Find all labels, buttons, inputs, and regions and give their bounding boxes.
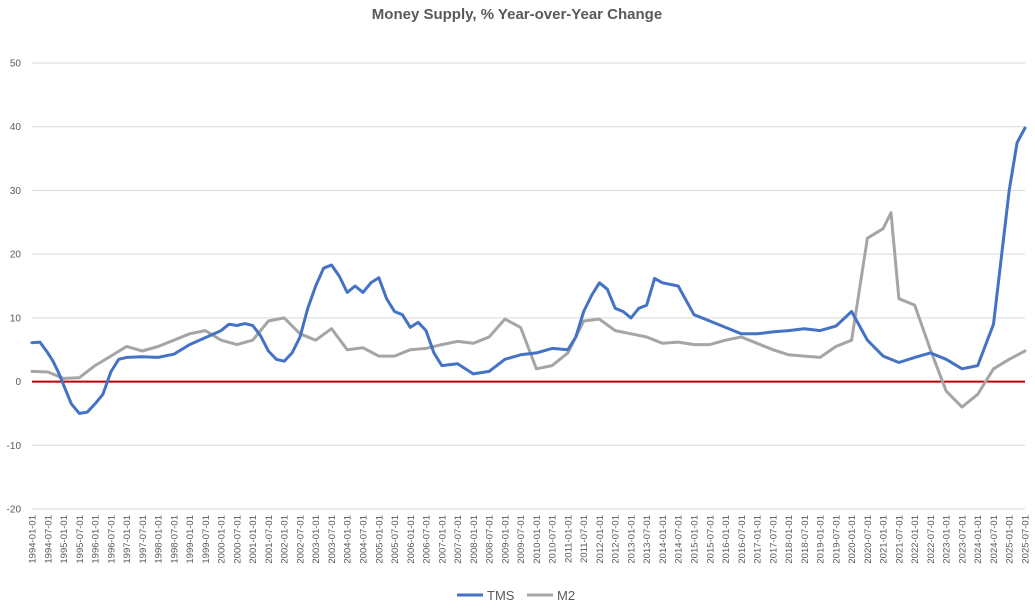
x-tick-label: 1998-01-01 <box>154 515 165 564</box>
x-tick-label: 2010-07-01 <box>548 515 559 564</box>
y-tick-label: -10 <box>7 441 22 452</box>
x-tick-label: 2006-07-01 <box>422 515 433 564</box>
x-tick-label: 1997-07-01 <box>138 515 149 564</box>
chart-title: Money Supply, % Year-over-Year Change <box>372 6 662 23</box>
x-tick-label: 2001-01-01 <box>248 515 259 564</box>
x-tick-label: 2012-07-01 <box>611 515 622 564</box>
x-tick-label: 1995-07-01 <box>75 515 86 564</box>
x-tick-label: 2023-07-01 <box>958 515 969 564</box>
gridlines <box>32 62 1025 510</box>
x-tick-label: 2018-01-01 <box>784 515 795 564</box>
x-tick-label: 2022-01-01 <box>910 515 921 564</box>
x-tick-label: 1996-07-01 <box>106 515 117 564</box>
series-line-tms <box>30 126 1027 415</box>
x-tick-label: 1999-07-01 <box>201 515 212 564</box>
x-tick-label: 2014-01-01 <box>658 515 669 564</box>
x-tick-label: 2020-01-01 <box>847 515 858 564</box>
legend-label-tms: TMS <box>487 588 515 603</box>
x-tick-label: 2005-01-01 <box>374 515 385 564</box>
series-lines <box>30 126 1027 415</box>
x-tick-label: 1994-01-01 <box>28 515 39 564</box>
x-tick-label: 1999-01-01 <box>185 515 196 564</box>
x-tick-label: 2021-01-01 <box>879 515 890 564</box>
x-tick-label: 2023-01-01 <box>942 515 953 564</box>
x-tick-label: 2025-07-01 <box>1021 515 1032 564</box>
x-tick-label: 2024-07-01 <box>989 515 1000 564</box>
x-tick-label: 2004-01-01 <box>343 515 354 564</box>
x-tick-label: 2006-01-01 <box>406 515 417 564</box>
x-tick-label: 2008-07-01 <box>485 515 496 564</box>
y-tick-label: 20 <box>10 250 22 261</box>
x-tick-label: 2015-07-01 <box>705 515 716 564</box>
x-tick-label: 2013-01-01 <box>627 515 638 564</box>
x-tick-label: 1997-01-01 <box>122 515 133 564</box>
x-tick-label: 2000-07-01 <box>232 515 243 564</box>
x-tick-label: 2004-07-01 <box>359 515 370 564</box>
x-tick-label: 1994-07-01 <box>43 515 54 564</box>
y-tick-label: 0 <box>15 377 21 388</box>
x-tick-label: 2019-01-01 <box>816 515 827 564</box>
x-tick-label: 2021-07-01 <box>894 515 905 564</box>
x-tick-label: 2007-01-01 <box>437 515 448 564</box>
x-tick-label: 2002-07-01 <box>296 515 307 564</box>
x-tick-label: 2010-01-01 <box>532 515 543 564</box>
x-axis-tick-labels: 1994-01-01 1994-07-01 1995-01-01 1995-07-01… <box>28 515 1032 564</box>
x-tick-label: 2016-01-01 <box>721 515 732 564</box>
y-axis-tick-labels: -20 -10 0 10 20 30 40 50 <box>7 59 22 516</box>
x-tick-label: 2015-01-01 <box>690 515 701 564</box>
x-tick-label: 2013-07-01 <box>642 515 653 564</box>
x-tick-label: 2020-07-01 <box>863 515 874 564</box>
x-tick-label: 1998-07-01 <box>169 515 180 564</box>
x-tick-label: 1996-01-01 <box>91 515 102 564</box>
x-tick-label: 1995-01-01 <box>59 515 70 564</box>
x-tick-label: 2011-01-01 <box>563 515 574 563</box>
y-tick-label: 50 <box>10 59 22 70</box>
series-line-m2 <box>30 211 1027 409</box>
x-tick-label: 2005-07-01 <box>390 515 401 564</box>
x-tick-label: 2014-07-01 <box>674 515 685 564</box>
legend: TMS M2 <box>457 588 575 603</box>
x-tick-label: 2007-07-01 <box>453 515 464 564</box>
x-tick-label: 2009-01-01 <box>500 515 511 564</box>
y-tick-label: 30 <box>10 186 22 197</box>
x-tick-label: 2022-07-01 <box>926 515 937 564</box>
x-tick-label: 2012-01-01 <box>595 515 606 564</box>
x-tick-label: 2001-07-01 <box>264 515 275 564</box>
x-tick-label: 2008-01-01 <box>469 515 480 564</box>
y-tick-label: 10 <box>10 313 22 324</box>
x-tick-label: 2000-01-01 <box>217 515 228 564</box>
x-tick-label: 2009-07-01 <box>516 515 527 564</box>
x-tick-label: 2002-01-01 <box>280 515 291 564</box>
x-tick-label: 2016-07-01 <box>737 515 748 564</box>
x-tick-label: 2011-07-01 <box>579 515 590 563</box>
y-tick-label: 40 <box>10 122 22 133</box>
x-tick-label: 2017-07-01 <box>768 515 779 564</box>
x-tick-label: 2003-07-01 <box>327 515 338 564</box>
y-tick-label: -20 <box>7 505 22 516</box>
x-tick-label: 2024-01-01 <box>973 515 984 564</box>
x-tick-label: 2025-01-01 <box>1005 515 1016 564</box>
legend-label-m2: M2 <box>557 588 575 603</box>
x-tick-label: 2019-07-01 <box>831 515 842 564</box>
x-tick-label: 2018-07-01 <box>800 515 811 564</box>
x-tick-label: 2003-01-01 <box>311 515 322 564</box>
x-tick-label: 2017-01-01 <box>753 515 764 564</box>
